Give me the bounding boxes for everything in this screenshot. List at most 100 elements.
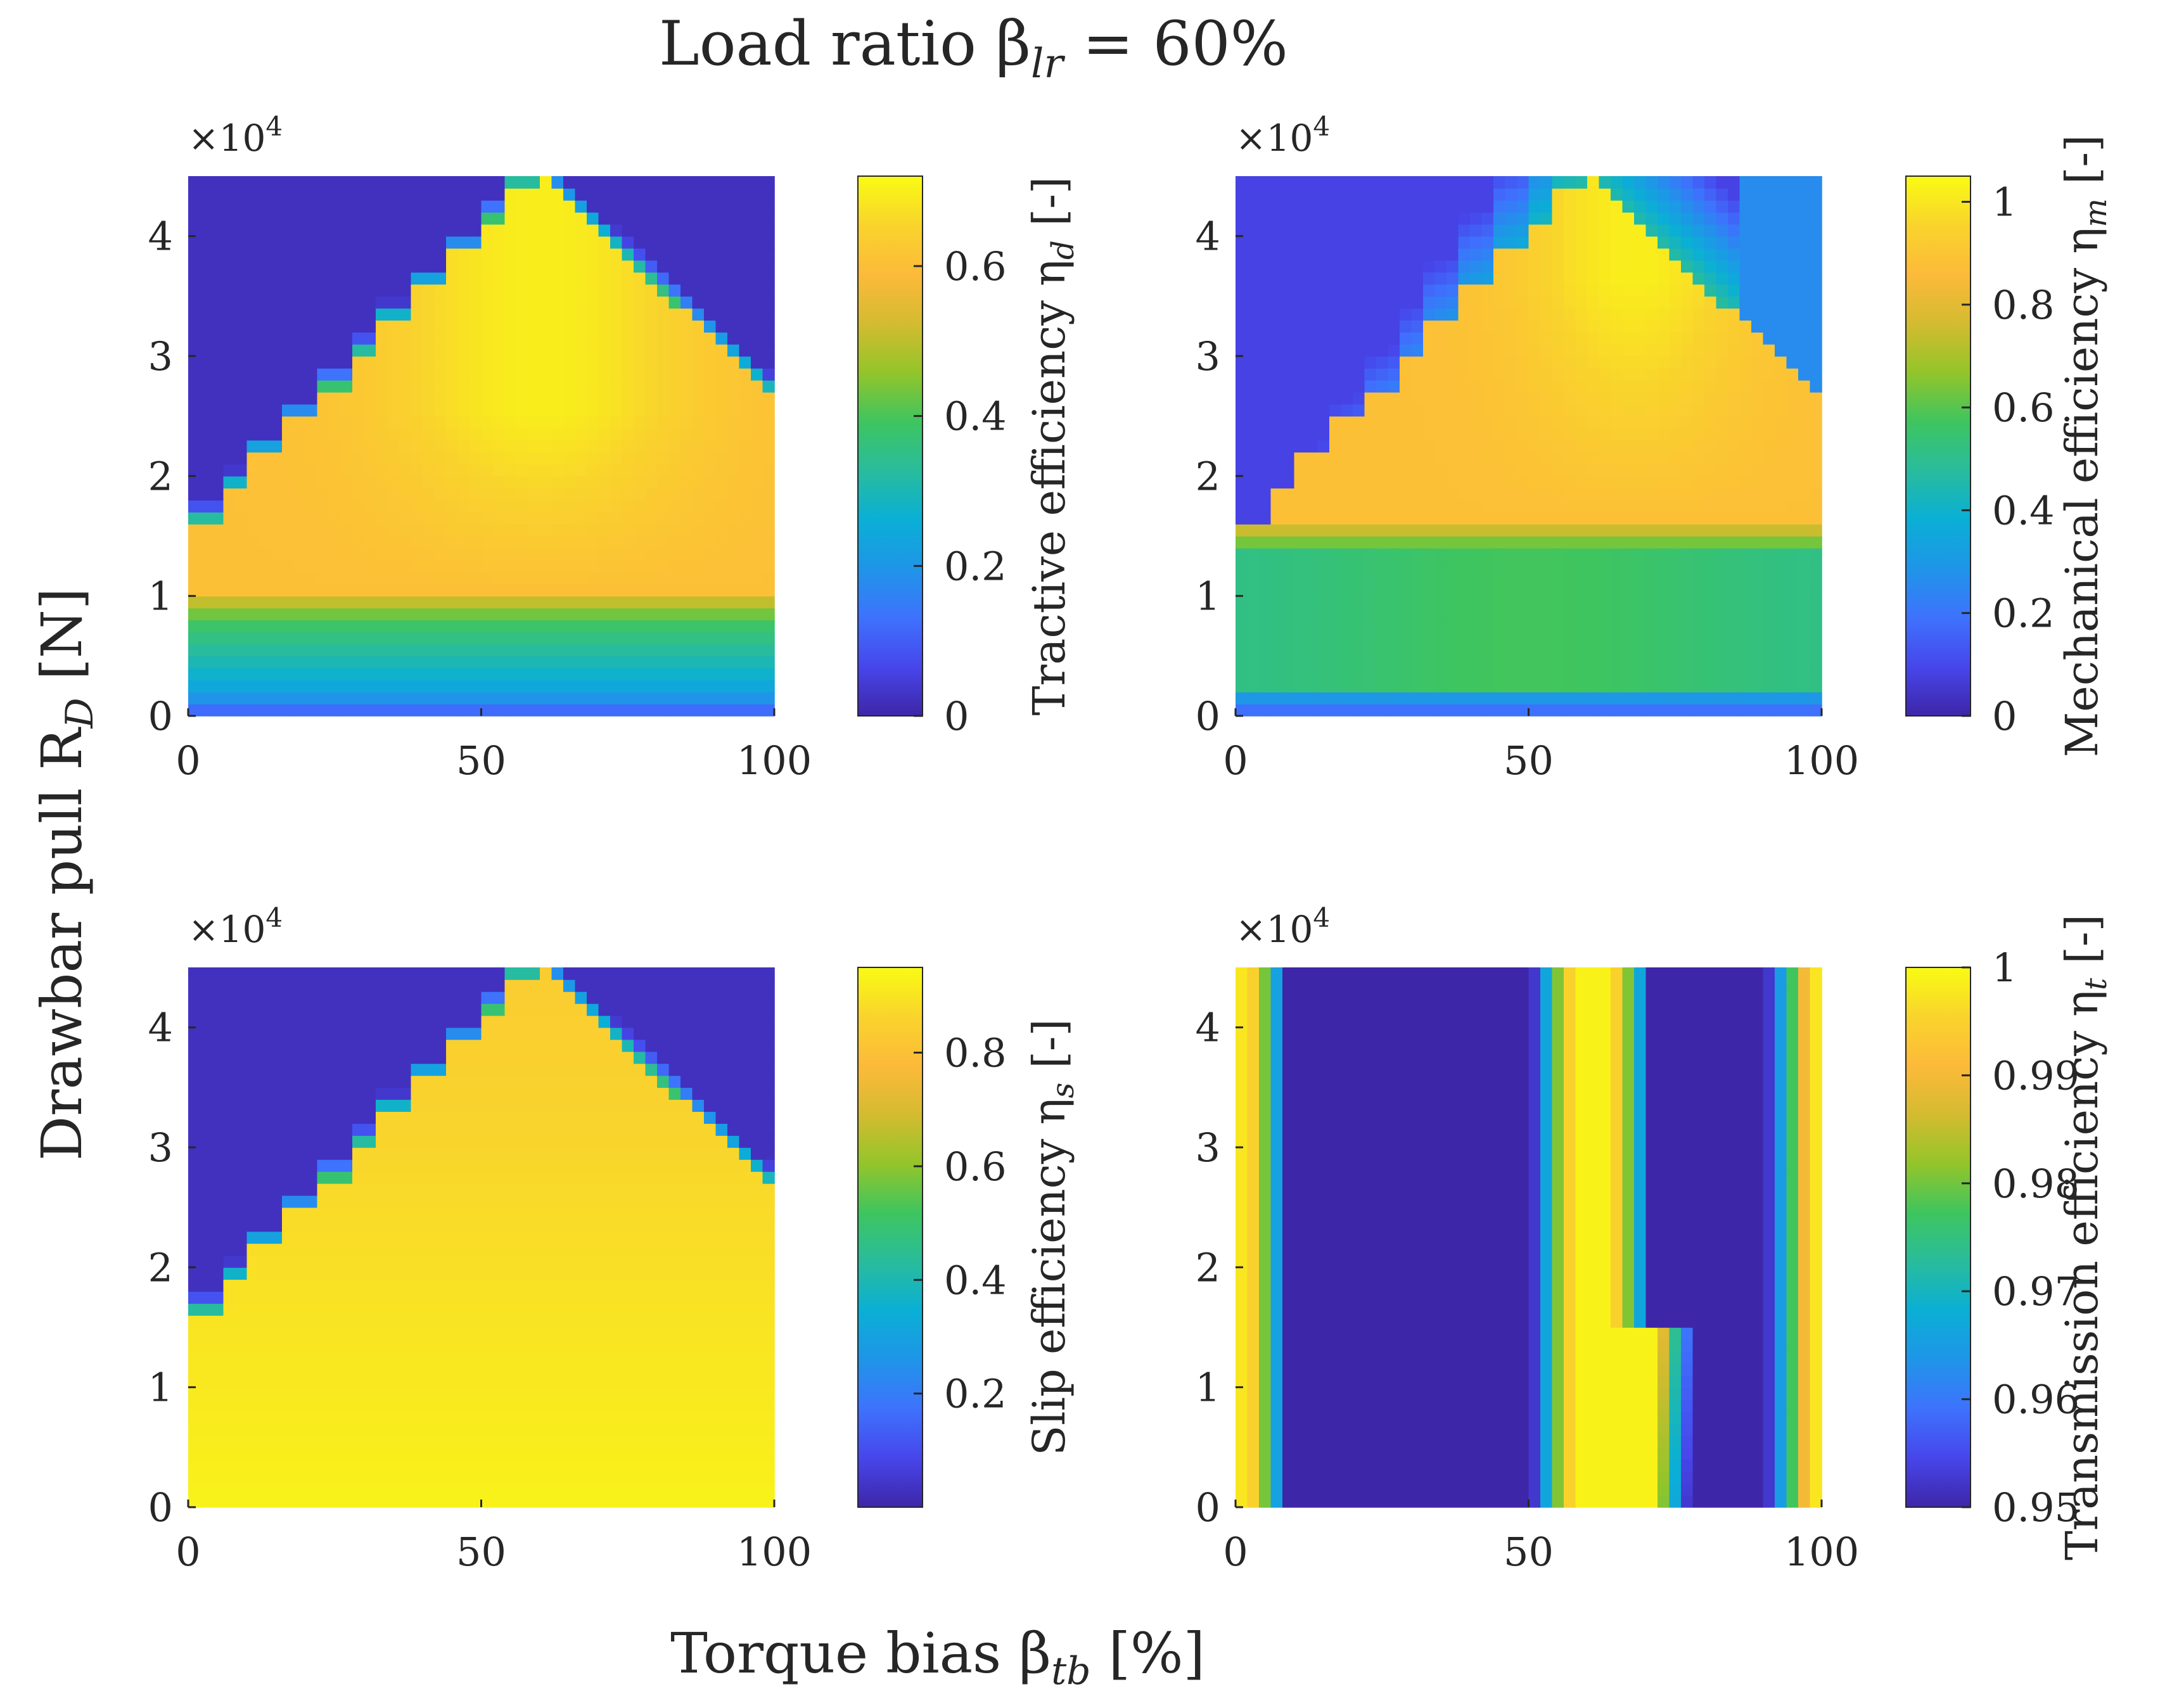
heatmap-cell [1681,608,1694,621]
heatmap-cell [1306,440,1319,453]
heatmap-cell [1763,284,1775,297]
heatmap-cell [622,512,634,525]
heatmap-cell [739,176,751,189]
heatmap-cell [739,644,751,657]
heatmap-cell [293,632,306,645]
heatmap-cell [1400,583,1412,597]
heatmap-cell [1552,692,1564,704]
heatmap-cell [1739,332,1752,345]
heatmap-cell [751,284,763,297]
heatmap-cell [1751,356,1764,369]
heatmap-cell [399,608,412,621]
heatmap-cell [246,559,259,573]
heatmap-cell [563,176,576,189]
heatmap-cell [223,464,236,477]
heatmap-cell [622,608,634,621]
heatmap-cell [423,559,435,573]
heatmap-cell [668,392,681,405]
heatmap-cell [235,272,248,285]
heatmap-cell [1329,536,1342,549]
heatmap-cell [1669,260,1682,273]
heatmap-cell [1810,356,1822,369]
heatmap-cell [376,656,388,669]
heatmap-cell [1692,224,1705,237]
heatmap-cell [1704,428,1717,441]
heatmap-cell [1658,296,1670,309]
heatmap-cell [352,284,365,297]
heatmap-cell [1434,596,1447,609]
heatmap-cell [282,1027,295,1040]
heatmap-cell [1716,559,1728,573]
heatmap-cell [1411,488,1424,500]
heatmap-cell [1810,656,1822,669]
heatmap-cell [1341,428,1353,441]
heatmap-cell [457,416,470,429]
heatmap-cell [212,668,224,680]
heatmap-cell [411,632,423,645]
heatmap-cell [1423,404,1436,417]
heatmap-cell [317,608,329,621]
heatmap-cell [1528,379,1541,393]
heatmap-cell [376,379,388,393]
heatmap-cell [1388,608,1400,621]
heatmap-cell [1587,680,1600,692]
heatmap-cell [540,596,553,609]
heatmap-cell [762,404,775,417]
heatmap-cell [1294,524,1306,537]
heatmap-cell [1388,404,1400,417]
heatmap-cell [598,452,611,465]
heatmap-cell [235,1039,248,1052]
heatmap-cell [457,440,470,453]
heatmap-cell [1423,500,1436,513]
heatmap-cell [305,356,318,369]
heatmap-cell [715,632,728,645]
heatmap-cell [1447,608,1459,621]
heatmap-cell [1728,212,1741,225]
heatmap-cell [481,200,494,213]
heatmap-cell [1763,332,1775,345]
heatmap-cell [188,1339,201,1352]
heatmap-cell [1669,296,1682,309]
heatmap-cell [1798,464,1811,477]
heatmap-cell [387,536,400,549]
heatmap-cell [668,284,681,297]
heatmap-cell [1481,656,1494,669]
heatmap-cell [470,488,482,500]
heatmap-cell [1376,668,1389,680]
heatmap-cell [1786,488,1799,500]
heatmap-cell [504,680,517,692]
heatmap-cell [1306,284,1319,297]
heatmap-cell [235,1363,248,1376]
heatmap-cell [1447,332,1459,345]
heatmap-cell [516,536,529,549]
heatmap-cell [1481,596,1494,609]
heatmap-cell [551,583,564,597]
heatmap-cell [270,248,283,261]
heatmap-cell [212,1051,224,1064]
heatmap-cell [1704,452,1717,465]
heatmap-cell [270,1147,283,1160]
heatmap-cell [727,404,740,417]
heatmap-cell [634,559,646,573]
heatmap-cell [692,536,705,549]
heatmap-cell [340,608,353,621]
heatmap-cell [423,272,435,285]
heatmap-cell [1364,308,1377,321]
heatmap-cell [1704,416,1717,429]
heatmap-cell [680,260,693,273]
heatmap-cell [1622,571,1635,585]
heatmap-cell [739,488,751,500]
heatmap-cell [1341,668,1353,680]
heatmap-cell [1517,620,1530,633]
heatmap-cell [1481,296,1494,309]
heatmap-cell [587,668,599,680]
heatmap-cell [668,344,681,357]
heatmap-cell [1704,176,1717,189]
heatmap-cell [270,1291,283,1304]
heatmap-cell [668,524,681,537]
heatmap-cell [246,212,259,225]
heatmap-cell [1540,512,1553,525]
heatmap-cell [1669,379,1682,393]
heatmap-cell [610,392,623,405]
